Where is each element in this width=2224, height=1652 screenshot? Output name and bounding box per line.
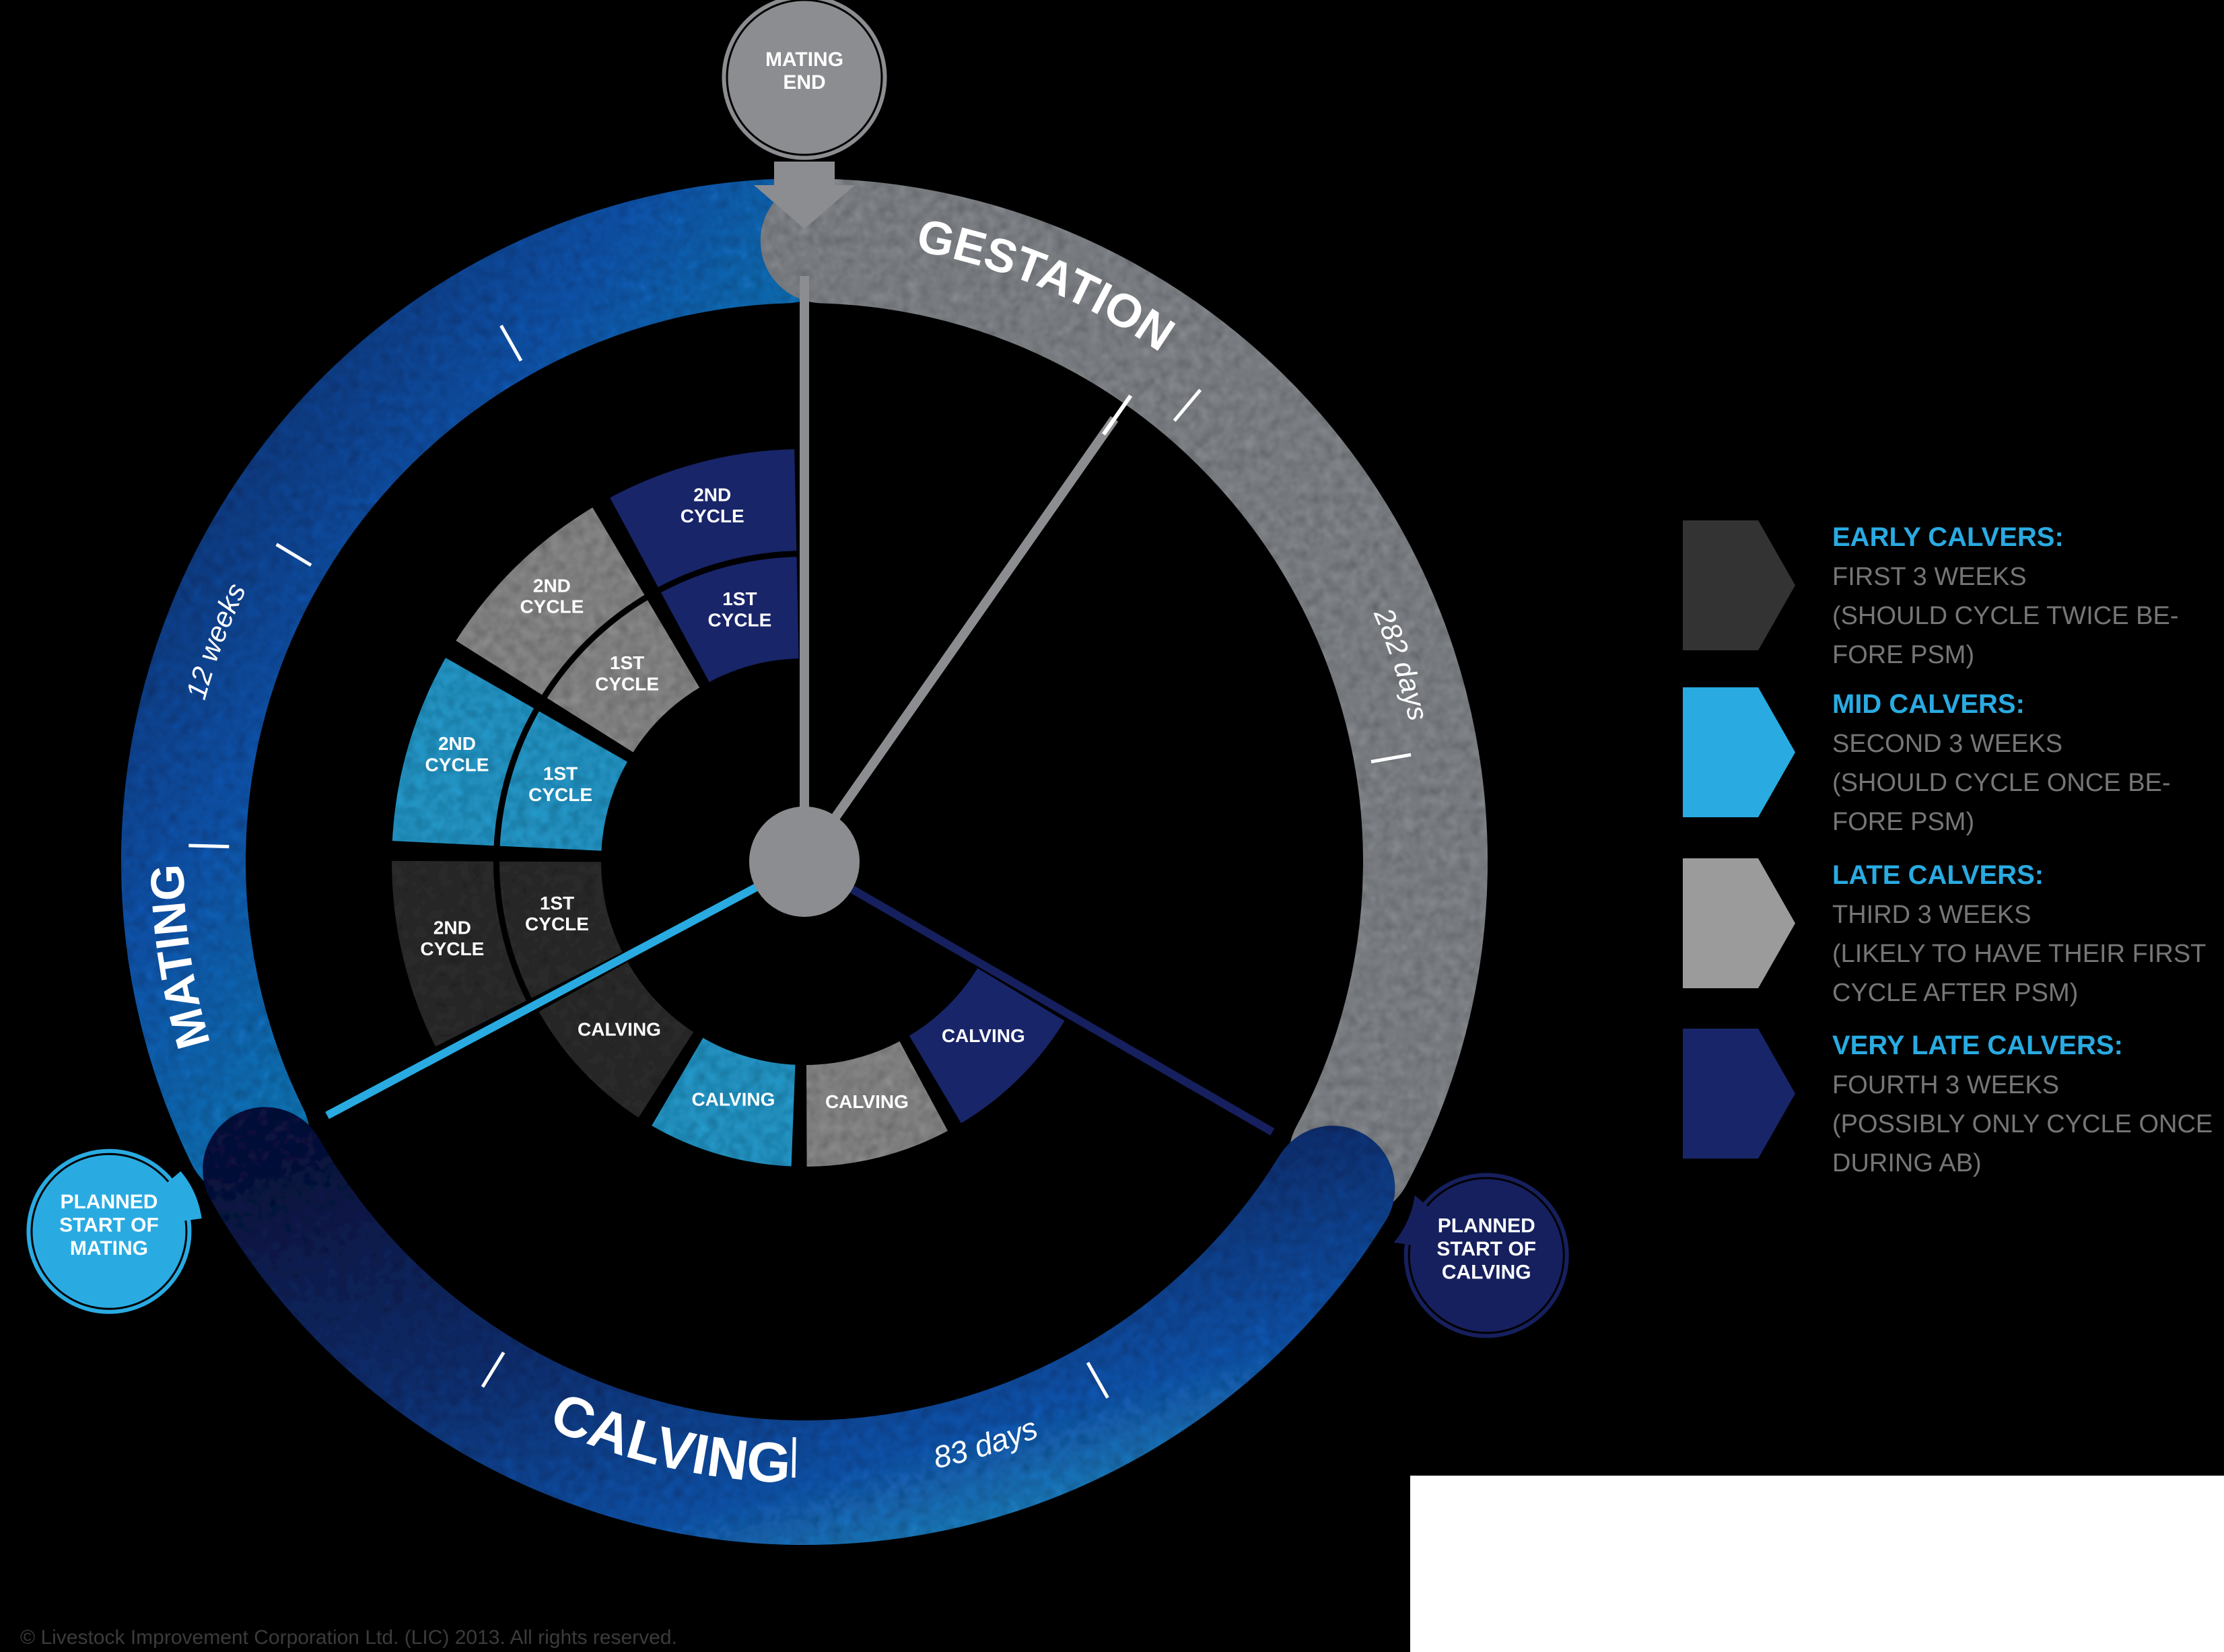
svg-text:EARLY CALVERS:: EARLY CALVERS: [1832, 522, 2064, 552]
svg-text:MATING: MATING [765, 48, 843, 71]
svg-text:THIRD 3 WEEKS: THIRD 3 WEEKS [1832, 901, 2031, 929]
svg-text:CALVING: CALVING [1442, 1262, 1531, 1284]
svg-text:(POSSIBLY ONLY CYCLE ONCE: (POSSIBLY ONLY CYCLE ONCE [1832, 1110, 2213, 1138]
svg-text:FOURTH 3 WEEKS: FOURTH 3 WEEKS [1832, 1071, 2059, 1099]
svg-text:CALVING: CALVING [825, 1091, 909, 1112]
svg-text:CYCLE AFTER PSM): CYCLE AFTER PSM) [1832, 979, 2078, 1007]
svg-text:CALVING: CALVING [578, 1019, 661, 1040]
svg-text:(LIKELY TO HAVE THEIR FIRST: (LIKELY TO HAVE THEIR FIRST [1832, 940, 2206, 968]
svg-text:START OF: START OF [1436, 1238, 1536, 1260]
svg-text:CALVING: CALVING [942, 1025, 1025, 1046]
svg-text:PLANNED: PLANNED [1438, 1215, 1535, 1237]
svg-text:END: END [783, 71, 825, 94]
svg-text:START OF: START OF [59, 1214, 159, 1236]
svg-text:MATING: MATING [70, 1237, 148, 1260]
svg-text:FORE PSM): FORE PSM) [1832, 808, 1974, 836]
svg-text:(SHOULD CYCLE TWICE BE-: (SHOULD CYCLE TWICE BE- [1832, 602, 2178, 630]
svg-text:FIRST 3 WEEKS: FIRST 3 WEEKS [1832, 563, 2027, 591]
svg-text:(SHOULD CYCLE ONCE BE-: (SHOULD CYCLE ONCE BE- [1832, 769, 2171, 797]
svg-text:VERY LATE CALVERS:: VERY LATE CALVERS: [1832, 1031, 2123, 1060]
svg-text:SECOND 3 WEEKS: SECOND 3 WEEKS [1832, 730, 2062, 758]
svg-text:MID CALVERS:: MID CALVERS: [1832, 689, 2025, 719]
svg-text:DURING AB): DURING AB) [1832, 1149, 1982, 1177]
svg-text:LATE CALVERS:: LATE CALVERS: [1832, 860, 2044, 890]
svg-text:© Livestock Improvement Corpor: © Livestock Improvement Corporation Ltd.… [20, 1626, 677, 1649]
svg-text:PLANNED: PLANNED [60, 1191, 158, 1213]
svg-text:CALVING: CALVING [691, 1089, 775, 1109]
svg-text:FORE PSM): FORE PSM) [1832, 641, 1974, 669]
